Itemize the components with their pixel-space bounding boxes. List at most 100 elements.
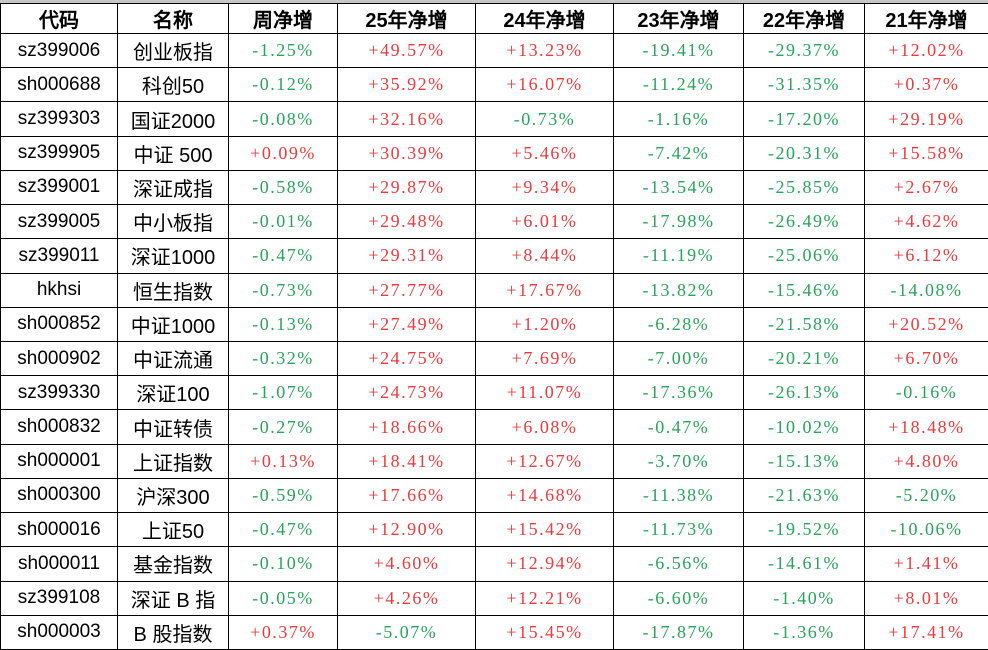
cell-24y: +12.67%	[475, 443, 614, 479]
top-edge-sliver	[0, 0, 988, 3]
cell-25y: +30.39%	[337, 135, 476, 171]
cell-22y: -19.52%	[743, 512, 865, 548]
table-row: sh000852 中证1000 -0.13% +27.49% +1.20% -6.28% -…	[0, 306, 988, 342]
cell-25y: +49.57%	[337, 32, 476, 69]
cell-22y: -26.13%	[743, 375, 865, 411]
table-row: sz399303 国证2000 -0.08% +32.16% -0.73% -1.16% -…	[0, 101, 988, 137]
column-header-week-change: 周净增	[228, 3, 338, 34]
cell-code: sz399001	[0, 169, 118, 206]
cell-week: -0.13%	[228, 306, 338, 342]
table-row: sz399005 中小板指 -0.01% +29.48% +6.01% -17.98% -2…	[0, 204, 988, 240]
cell-name: 深证1000	[117, 238, 229, 274]
cell-22y: -20.21%	[743, 340, 865, 377]
cell-21y: +0.37%	[864, 67, 988, 103]
cell-22y: -20.31%	[743, 135, 865, 171]
cell-24y: +17.67%	[475, 272, 614, 308]
cell-name: 创业板指	[117, 32, 229, 69]
cell-25y: +27.49%	[337, 306, 476, 342]
cell-name: 恒生指数	[117, 272, 229, 308]
cell-week: +0.37%	[228, 614, 338, 650]
cell-name: 深证成指	[117, 169, 229, 206]
cell-name: 上证指数	[117, 443, 229, 479]
table-row: sz399011 深证1000 -0.47% +29.31% +8.44% -11.19%…	[0, 238, 988, 274]
cell-24y: +12.94%	[475, 546, 614, 582]
cell-code: sh000832	[0, 409, 118, 445]
cell-25y: +4.60%	[337, 546, 476, 582]
cell-23y: -19.41%	[613, 32, 744, 69]
cell-21y: +1.41%	[864, 546, 988, 582]
cell-code: sz399303	[0, 101, 118, 137]
cell-name: 沪深300	[117, 477, 229, 514]
cell-23y: -0.47%	[613, 409, 744, 445]
cell-21y: +4.80%	[864, 443, 988, 479]
cell-22y: -21.63%	[743, 477, 865, 514]
table-row: hkhsi 恒生指数 -0.73% +27.77% +17.67% -13.82% -15.…	[0, 272, 988, 308]
cell-name: 中证 500	[117, 135, 229, 171]
cell-22y: -31.35%	[743, 67, 865, 103]
cell-23y: -17.98%	[613, 204, 744, 240]
cell-22y: -21.58%	[743, 306, 865, 342]
cell-code: sh000902	[0, 340, 118, 377]
cell-23y: -7.00%	[613, 340, 744, 377]
cell-21y: +12.02%	[864, 32, 988, 69]
cell-23y: -3.70%	[613, 443, 744, 479]
cell-code: sh000016	[0, 512, 118, 548]
cell-24y: +7.69%	[475, 340, 614, 377]
cell-25y: +27.77%	[337, 272, 476, 308]
index-performance-table: 代码 名称 周净增 25年净增 24年净增 23年净增 22年净增 21年净增 …	[0, 3, 988, 650]
cell-24y: +13.23%	[475, 32, 614, 69]
cell-23y: -17.87%	[613, 614, 744, 650]
table-header: 代码 名称 周净增 25年净增 24年净增 23年净增 22年净增 21年净增	[0, 3, 988, 34]
cell-21y: +6.12%	[864, 238, 988, 274]
table-row: sh000688 科创50 -0.12% +35.92% +16.07% -11.24% -…	[0, 67, 988, 103]
column-header-2023-change: 23年净增	[613, 3, 744, 34]
cell-code: sz399011	[0, 238, 118, 274]
table-row: sh000832 中证转债 -0.27% +18.66% +6.08% -0.47% -10…	[0, 409, 988, 445]
cell-23y: -11.73%	[613, 512, 744, 548]
cell-25y: +24.75%	[337, 340, 476, 377]
cell-name: 国证2000	[117, 101, 229, 137]
cell-22y: -15.13%	[743, 443, 865, 479]
table-row: sh000001 上证指数 +0.13% +18.41% +12.67% -3.70% -1…	[0, 443, 988, 479]
cell-week: +0.13%	[228, 443, 338, 479]
cell-24y: +15.45%	[475, 614, 614, 650]
cell-24y: -0.73%	[475, 101, 614, 137]
column-header-2024-change: 24年净增	[475, 3, 614, 34]
cell-24y: +14.68%	[475, 477, 614, 514]
table-row: sz399330 深证100 -1.07% +24.73% +11.07% -17.36%…	[0, 375, 988, 411]
column-header-2021-change: 21年净增	[864, 3, 988, 34]
table-row: sz399006 创业板指 -1.25% +49.57% +13.23% -19.41% -…	[0, 32, 988, 69]
column-header-name: 名称	[117, 3, 229, 34]
cell-21y: +20.52%	[864, 306, 988, 342]
cell-code: sz399006	[0, 32, 118, 69]
cell-22y: -25.85%	[743, 169, 865, 206]
cell-24y: +16.07%	[475, 67, 614, 103]
cell-code: sh000688	[0, 67, 118, 103]
cell-name: 中证1000	[117, 306, 229, 342]
cell-code: sz399005	[0, 204, 118, 240]
cell-name: 深证100	[117, 375, 229, 411]
cell-21y: +15.58%	[864, 135, 988, 171]
cell-24y: +15.42%	[475, 512, 614, 548]
cell-22y: -17.20%	[743, 101, 865, 137]
cell-22y: -26.49%	[743, 204, 865, 240]
cell-21y: +29.19%	[864, 101, 988, 137]
cell-21y: -10.06%	[864, 512, 988, 548]
cell-25y: +32.16%	[337, 101, 476, 137]
cell-25y: +35.92%	[337, 67, 476, 103]
table-row: sh000902 中证流通 -0.32% +24.75% +7.69% -7.00% -20…	[0, 340, 988, 377]
cell-22y: -29.37%	[743, 32, 865, 69]
table-row: sh000011 基金指数 -0.10% +4.60% +12.94% -6.56% -14…	[0, 546, 988, 582]
cell-code: hkhsi	[0, 272, 118, 308]
cell-week: -0.58%	[228, 169, 338, 206]
cell-21y: -5.20%	[864, 477, 988, 514]
cell-23y: -1.16%	[613, 101, 744, 137]
cell-25y: +12.90%	[337, 512, 476, 548]
cell-25y: -5.07%	[337, 614, 476, 650]
cell-23y: -11.38%	[613, 477, 744, 514]
cell-code: sh000011	[0, 546, 118, 582]
cell-code: sh000003	[0, 614, 118, 650]
table-row: sz399905 中证 500 +0.09% +30.39% +5.46% -7.42% -…	[0, 135, 988, 171]
cell-week: -0.12%	[228, 67, 338, 103]
cell-week: -0.08%	[228, 101, 338, 137]
